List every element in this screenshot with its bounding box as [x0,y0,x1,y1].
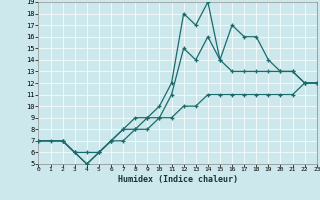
X-axis label: Humidex (Indice chaleur): Humidex (Indice chaleur) [118,175,238,184]
